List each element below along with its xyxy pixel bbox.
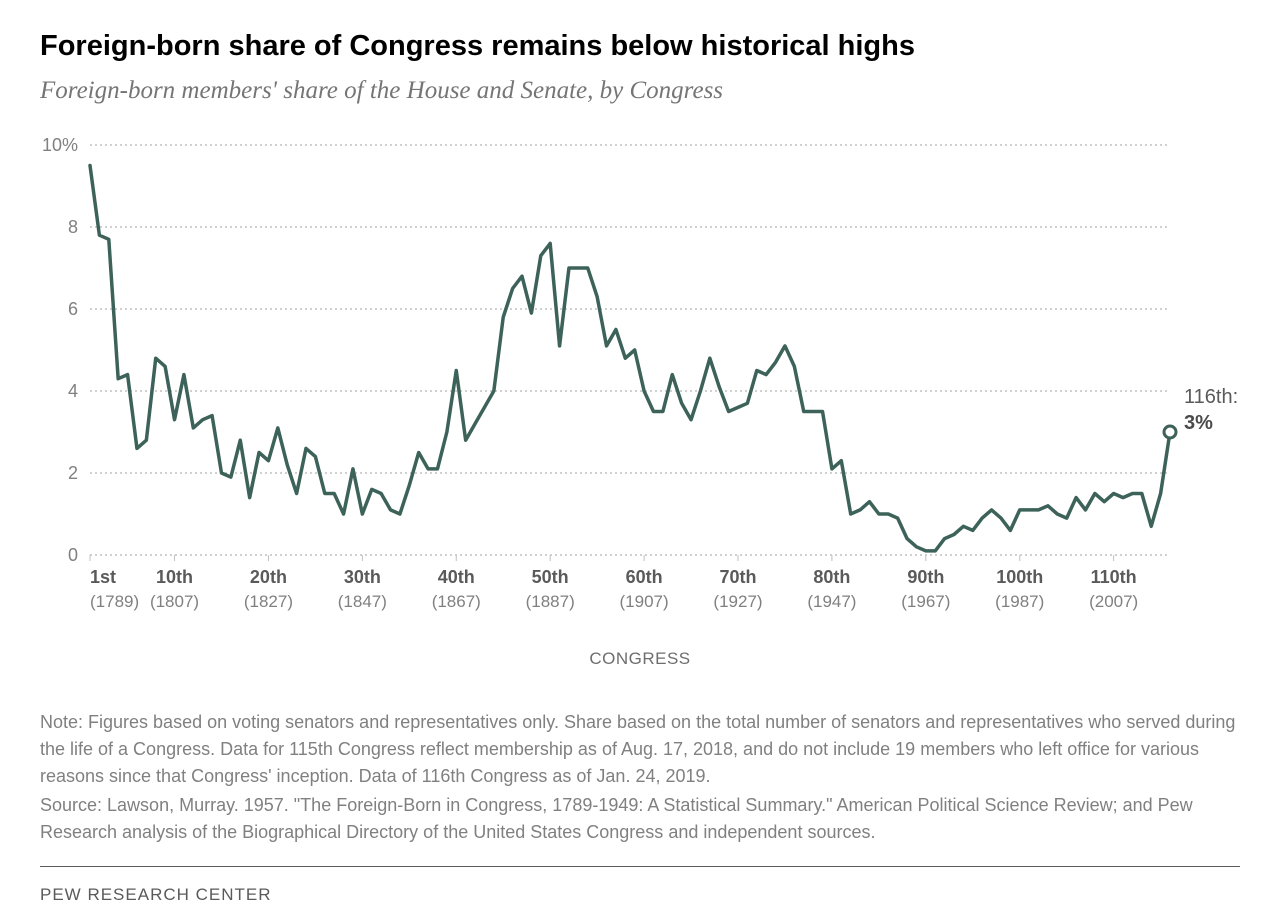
endpoint-label-line1: 116th: <box>1184 386 1238 408</box>
svg-text:6: 6 <box>68 299 78 319</box>
chart-title: Foreign-born share of Congress remains b… <box>40 30 1240 63</box>
svg-text:80th: 80th <box>813 567 850 587</box>
svg-text:(1789): (1789) <box>90 592 139 611</box>
svg-text:50th: 50th <box>532 567 569 587</box>
svg-text:10th: 10th <box>156 567 193 587</box>
svg-text:30th: 30th <box>344 567 381 587</box>
svg-text:100th: 100th <box>996 567 1043 587</box>
svg-text:(1807): (1807) <box>150 592 199 611</box>
svg-text:60th: 60th <box>626 567 663 587</box>
svg-text:(1887): (1887) <box>526 592 575 611</box>
endpoint-label: 116th: 3% <box>1184 384 1238 436</box>
svg-text:(2007): (2007) <box>1089 592 1138 611</box>
x-axis-title: CONGRESS <box>40 649 1240 669</box>
pew-logo: PEW RESEARCH CENTER <box>40 885 1240 905</box>
svg-text:1st: 1st <box>90 567 116 587</box>
svg-text:90th: 90th <box>907 567 944 587</box>
svg-text:110th: 110th <box>1091 567 1137 587</box>
footnotes: Note: Figures based on voting senators a… <box>40 709 1240 867</box>
svg-text:10%: 10% <box>42 135 78 155</box>
svg-text:(1867): (1867) <box>432 592 481 611</box>
svg-text:0: 0 <box>68 545 78 565</box>
svg-text:8: 8 <box>68 217 78 237</box>
note-text: Note: Figures based on voting senators a… <box>40 709 1240 790</box>
svg-text:(1847): (1847) <box>338 592 387 611</box>
chart-area: 0 2 4 6 8 10% 1st (1789) 10th (1807) 20th (1827) 30t… <box>40 135 1240 635</box>
svg-text:2: 2 <box>68 463 78 483</box>
svg-text:(1927): (1927) <box>713 592 762 611</box>
svg-text:(1907): (1907) <box>620 592 669 611</box>
svg-text:40th: 40th <box>438 567 475 587</box>
source-text: Source: Lawson, Murray. 1957. "The Forei… <box>40 792 1240 846</box>
svg-text:(1947): (1947) <box>807 592 856 611</box>
line-chart-svg: 0 2 4 6 8 10% 1st (1789) 10th (1807) 20th (1827) 30t… <box>40 135 1240 635</box>
svg-text:(1827): (1827) <box>244 592 293 611</box>
svg-text:(1987): (1987) <box>995 592 1044 611</box>
svg-text:4: 4 <box>68 381 78 401</box>
svg-text:20th: 20th <box>250 567 287 587</box>
endpoint-label-value: 3% <box>1184 412 1213 434</box>
chart-subtitle: Foreign-born members' share of the House… <box>40 77 1240 105</box>
svg-text:(1967): (1967) <box>901 592 950 611</box>
svg-text:70th: 70th <box>719 567 756 587</box>
